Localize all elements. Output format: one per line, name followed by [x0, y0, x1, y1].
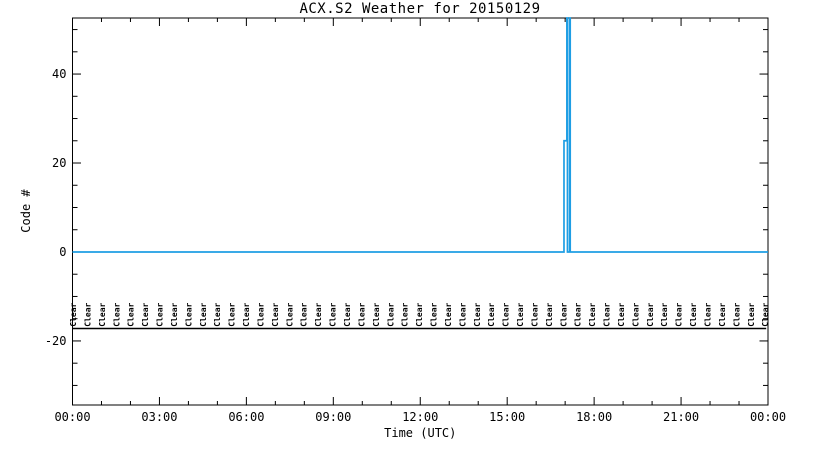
status-label-clear: Clear — [530, 302, 539, 326]
status-label-clear: Clear — [689, 302, 698, 326]
status-label-clear: Clear — [617, 302, 626, 326]
x-tick-label: 00:00 — [54, 410, 90, 424]
status-label-clear: Clear — [559, 302, 568, 326]
y-ticks — [72, 29, 768, 386]
x-ticks — [72, 18, 769, 405]
status-label-clear: Clear — [430, 302, 439, 326]
status-label-clear: Clear — [242, 302, 251, 326]
status-label-clear: Clear — [415, 302, 424, 326]
status-label-clear: Clear — [487, 302, 496, 326]
status-label-clear: Clear — [112, 302, 121, 326]
status-label-clear: Clear — [141, 302, 150, 326]
status-label-clear: Clear — [516, 302, 525, 326]
x-tick-label: 00:00 — [750, 410, 786, 424]
status-label-clear: Clear — [646, 302, 655, 326]
status-label-clear: Clear — [256, 302, 265, 326]
status-label-clear: Clear — [314, 302, 323, 326]
x-tick-label: 18:00 — [576, 410, 612, 424]
status-label-clear: Clear — [98, 302, 107, 326]
x-tick-label: 12:00 — [402, 410, 438, 424]
status-label-clear: Clear — [156, 302, 165, 326]
status-label-clear: Clear — [704, 302, 713, 326]
status-label-clear: Clear — [170, 302, 179, 326]
status-labels: Clear Clear Clear Clear Clear Clear Clear Clear… — [69, 302, 770, 330]
status-label-clear: Clear — [127, 302, 136, 326]
status-label-clear: Clear — [329, 302, 338, 326]
status-label-clear: Clear — [372, 302, 381, 326]
y-tick-label: 20 — [52, 156, 66, 170]
status-label-clear: Clear — [458, 302, 467, 326]
status-label-clear: Clear — [386, 302, 395, 326]
x-tick-labels: 00:00 03:00 06:00 09:00 12:00 15:00 18:00 21:00… — [54, 410, 786, 424]
status-label-clear: Clear — [588, 302, 597, 326]
status-label-clear: Clear — [285, 302, 294, 326]
status-label-clear: Clear — [444, 302, 453, 326]
y-axis-label: Code # — [19, 189, 33, 233]
status-label-clear: Clear — [184, 302, 193, 326]
y-tick-label: 40 — [52, 67, 66, 81]
y-tick-labels: -20 0 20 40 — [45, 67, 67, 348]
status-label-clear: Clear — [199, 302, 208, 326]
status-label-clear: Clear — [574, 302, 583, 326]
x-tick-label: 03:00 — [141, 410, 177, 424]
status-label-clear: Clear — [603, 302, 612, 326]
x-tick-label: 21:00 — [663, 410, 699, 424]
status-label-clear: Clear — [473, 302, 482, 326]
weather-code-line — [72, 17, 768, 253]
x-tick-label: 15:00 — [489, 410, 525, 424]
status-label-clear: Clear — [228, 302, 237, 326]
y-tick-label: -20 — [45, 334, 67, 348]
chart-title: ACX.S2 Weather for 20150129 — [299, 1, 541, 17]
status-label-clear: Clear — [631, 302, 640, 326]
status-label-clear: Clear — [401, 302, 410, 326]
status-label-clear: Clear — [357, 302, 366, 326]
status-label-clear: Clear — [502, 302, 511, 326]
x-tick-label: 09:00 — [315, 410, 351, 424]
y-tick-label: 0 — [59, 245, 66, 259]
status-label-clear: Clear — [675, 302, 684, 326]
plot-border — [72, 17, 769, 406]
status-label-clear: Clear — [69, 302, 78, 326]
status-label-clear: Clear — [545, 302, 554, 326]
status-label-clear: Clear — [271, 302, 280, 326]
status-label-clear: Clear — [747, 302, 756, 326]
status-label-clear: Clear — [83, 302, 92, 326]
status-label-clear: Clear — [718, 302, 727, 326]
status-label-clear: Clear — [343, 302, 352, 326]
status-label-clear: Clear — [300, 302, 309, 326]
status-label-clear: Clear — [660, 302, 669, 326]
status-label-clear: Clear — [761, 302, 770, 326]
x-axis-label: Time (UTC) — [384, 426, 456, 440]
status-label-clear: Clear — [732, 302, 741, 326]
status-label-clear: Clear — [213, 302, 222, 326]
x-tick-label: 06:00 — [228, 410, 264, 424]
